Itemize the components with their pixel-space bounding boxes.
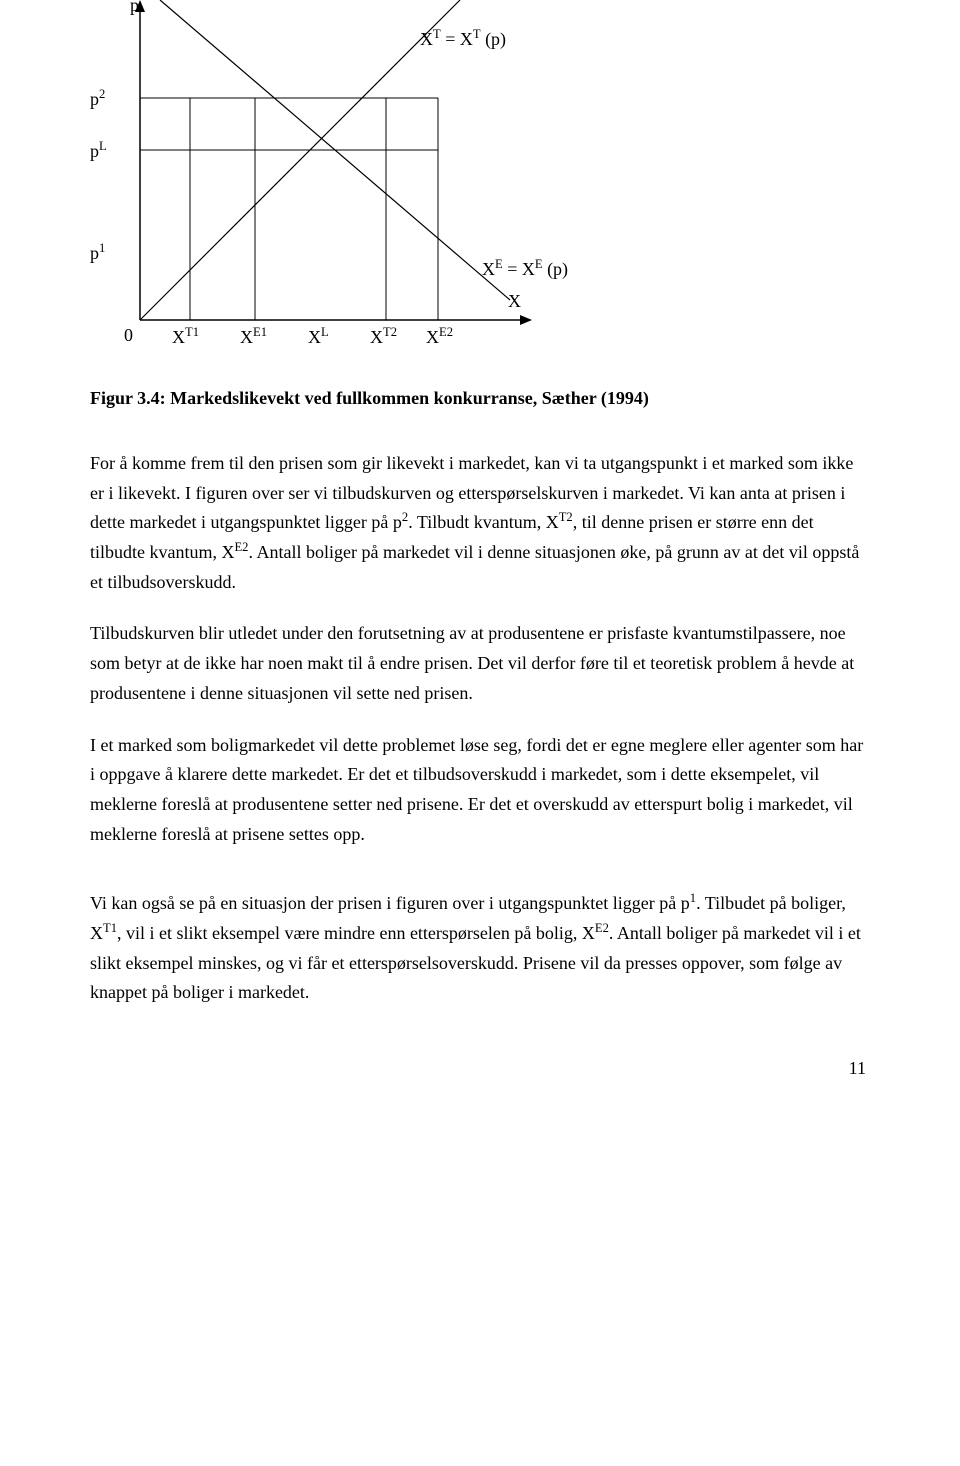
origin-label: 0: [124, 326, 133, 344]
ytick-p1: p1: [90, 244, 105, 262]
x-axis-label: X: [508, 292, 521, 310]
ytick-p2: p2: [90, 90, 105, 108]
supply-curve-label: XT = XT (p): [420, 30, 506, 48]
chart-svg: [90, 0, 590, 380]
paragraph-3: I et marked som boligmarkedet vil dette …: [90, 731, 870, 850]
xtick-XT1: XT1: [172, 328, 199, 346]
paragraph-2: Tilbudskurven blir utledet under den for…: [90, 619, 870, 708]
figure-caption: Figur 3.4: Markedslikevekt ved fullkomme…: [90, 388, 870, 409]
paragraph-4: Vi kan også se på en situasjon der prise…: [90, 889, 870, 1008]
paragraph-1: For å komme frem til den prisen som gir …: [90, 449, 870, 597]
demand-curve-label: XE = XE (p): [482, 260, 568, 278]
supply-demand-chart: p 0 p2 pL p1 XT1 XE1 XL XT2 XE2 XT = XT …: [90, 0, 590, 380]
ytick-pL: pL: [90, 142, 107, 160]
xtick-XL: XL: [308, 328, 329, 346]
xtick-XE1: XE1: [240, 328, 267, 346]
xtick-XT2: XT2: [370, 328, 397, 346]
y-axis-label: p: [130, 0, 139, 14]
page-number: 11: [90, 1058, 870, 1079]
xtick-XE2: XE2: [426, 328, 453, 346]
